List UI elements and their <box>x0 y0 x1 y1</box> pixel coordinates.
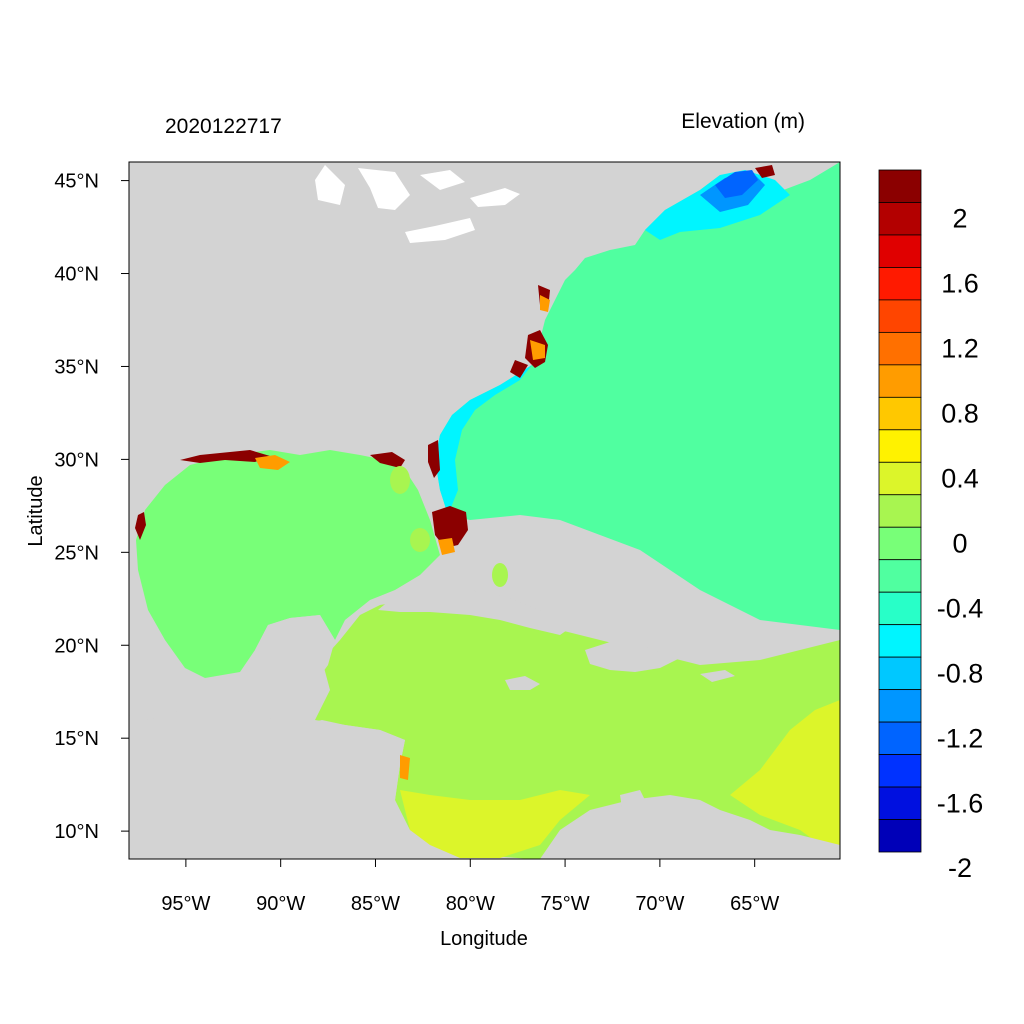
x-tick-label: 95°W <box>161 893 210 915</box>
colorbar-swatch <box>878 819 922 853</box>
colorbar-label: 1.6 <box>941 269 979 299</box>
colorbar-label: -0.8 <box>937 658 984 688</box>
colorbar-swatch <box>878 754 922 788</box>
jamaica <box>505 676 540 690</box>
lake-erie <box>405 218 475 243</box>
hispaniola <box>585 642 680 672</box>
carolina-coast-surge <box>510 360 528 378</box>
colorbar-label: 0 <box>952 528 967 558</box>
colorbar-swatch <box>878 364 922 398</box>
colorbar-swatch <box>878 299 922 333</box>
georgian-bay <box>420 170 465 190</box>
x-tick-label: 80°W <box>446 893 495 915</box>
plot-frame <box>128 161 841 860</box>
date-label: 2020122717 <box>165 115 282 138</box>
colorbar-label: 1.2 <box>941 334 979 364</box>
south-florida-surge <box>432 506 468 548</box>
central-america <box>129 705 420 859</box>
colorbar-swatch <box>878 494 922 528</box>
storm-surge-areas <box>135 165 775 548</box>
colorbar-label: -1.6 <box>937 788 984 818</box>
cay-sal-shoal <box>410 528 430 552</box>
colorbar-swatch <box>878 234 922 268</box>
lake-huron <box>358 168 410 210</box>
x-tick-label: 90°W <box>256 893 305 915</box>
bay-of-fundy-surge <box>755 165 775 178</box>
x-tick-label: 65°W <box>730 893 779 915</box>
paraguana-peninsula <box>620 790 645 815</box>
gulf-of-maine-core <box>715 170 758 198</box>
colorbar-swatch <box>878 786 922 820</box>
land-masses <box>129 518 840 859</box>
y-tick-label: 30°N <box>54 449 99 471</box>
south-america-coast <box>540 795 840 859</box>
y-tick-label: 25°N <box>54 542 99 564</box>
y-tick-label: 40°N <box>54 264 99 286</box>
y-axis-ticks: 45°N 40°N 35°N 30°N 25°N 20°N 15°N 10°N <box>54 171 129 843</box>
west-florida-shelf-patch <box>390 466 410 494</box>
y-tick-label: 10°N <box>54 821 99 843</box>
colorbar-swatch <box>878 721 922 755</box>
colorbar-swatch <box>878 526 922 561</box>
colorbar-swatch <box>878 267 922 301</box>
andros-shoal <box>492 563 508 587</box>
colorbar-swatch <box>878 559 922 593</box>
lake-ontario <box>470 188 520 207</box>
east-caribbean-band <box>730 700 840 859</box>
great-lakes <box>315 165 520 243</box>
gulf-of-mexico <box>136 450 440 678</box>
colorbar-swatch <box>878 461 922 496</box>
southeast-nearshore-band <box>435 365 532 515</box>
colorbar-label: 0.8 <box>941 399 979 429</box>
colorbar-swatch <box>878 656 922 691</box>
louisiana-coast-surge <box>180 450 270 463</box>
x-tick-label: 70°W <box>635 893 684 915</box>
y-tick-label: 35°N <box>54 356 99 378</box>
colorbar-label: 2 <box>952 204 967 234</box>
colorbar-swatch <box>878 396 922 431</box>
colorbar-label: -1.2 <box>937 723 984 753</box>
colorbar-label: -0.4 <box>937 593 984 623</box>
colorbar-swatch <box>878 624 922 658</box>
x-axis-label: Longitude <box>440 928 528 950</box>
nicaragua-coast-patch <box>400 755 410 780</box>
colorbar-swatch <box>878 591 922 626</box>
mississippi-delta-patch <box>255 455 290 470</box>
texas-coast-surge <box>135 512 146 540</box>
bahamas <box>390 466 508 587</box>
lake-michigan <box>315 165 345 205</box>
colorbar-swatch <box>878 202 922 236</box>
colorbar-labels: 2 1.6 1.2 0.8 0.4 0 -0.4 -0.8 -1.2 -1.6 -2 <box>937 204 984 884</box>
y-tick-label: 45°N <box>54 171 99 193</box>
colorbar-swatch <box>878 689 922 723</box>
yucatan-peninsula <box>255 615 335 700</box>
big-bend-surge <box>370 452 405 468</box>
puerto-rico <box>700 670 735 682</box>
x-tick-label: 75°W <box>541 893 590 915</box>
colorbar-label: -2 <box>948 853 972 883</box>
atlantic-ocean <box>435 162 840 630</box>
y-tick-label: 15°N <box>54 728 99 750</box>
map-title: Elevation (m) <box>681 110 805 133</box>
south-caribbean-band <box>400 790 590 858</box>
y-axis-label: Latitude <box>25 475 47 546</box>
colorbar-swatch <box>878 429 922 463</box>
caribbean-sea <box>315 598 840 859</box>
x-tick-label: 85°W <box>351 893 400 915</box>
colorbar-swatch <box>878 169 922 203</box>
cuba <box>378 590 570 635</box>
x-axis-ticks: 95°W 90°W 85°W 80°W 75°W 70°W 65°W <box>161 859 779 915</box>
colorbar <box>878 169 922 853</box>
warm-patches <box>255 295 550 780</box>
delaware-bay-patch <box>540 295 550 312</box>
map-plot-area <box>129 162 840 859</box>
colorbar-label: 0.4 <box>941 464 979 494</box>
y-tick-label: 20°N <box>54 635 99 657</box>
colorbar-swatch <box>878 331 922 366</box>
florida-bay-patch <box>438 538 455 555</box>
outer-banks-patch <box>530 340 545 360</box>
georgia-coast-surge <box>428 440 440 478</box>
